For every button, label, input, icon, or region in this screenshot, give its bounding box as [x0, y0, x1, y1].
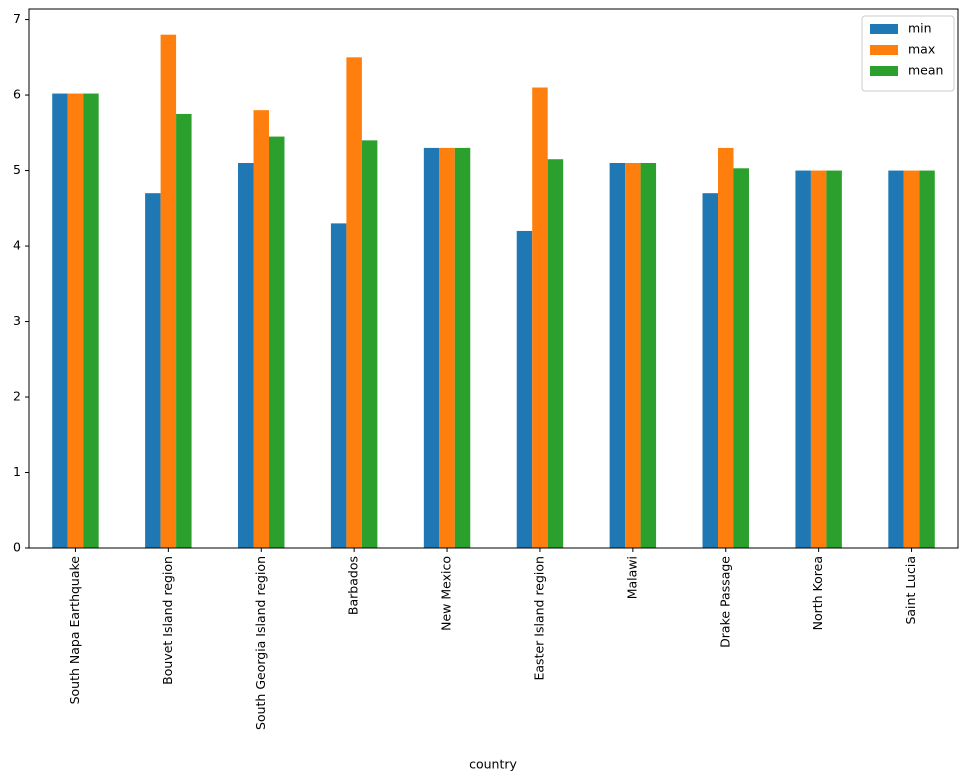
legend-swatch [870, 66, 898, 76]
x-tick-label: North Korea [810, 556, 825, 630]
legend-swatch [870, 24, 898, 34]
bar [253, 110, 269, 548]
bar [516, 230, 533, 549]
bar [733, 168, 749, 549]
bar [346, 57, 362, 549]
bar [547, 159, 564, 548]
bar [532, 87, 548, 549]
bar [826, 170, 842, 549]
bar [145, 193, 161, 548]
plot-frame [28, 8, 959, 549]
y-tick-label: 4 [13, 238, 21, 253]
y-tick-label: 3 [13, 313, 21, 328]
x-tick-label: Malawi [624, 556, 639, 599]
bar [268, 136, 285, 548]
x-tick-label: New Mexico [439, 556, 454, 631]
x-tick-label: Easter Island region [531, 556, 546, 680]
y-tick-label: 0 [13, 540, 21, 555]
x-tick-label: Drake Passage [717, 556, 732, 648]
bar [625, 163, 641, 548]
bar [718, 147, 734, 548]
legend: min max mean [861, 15, 955, 92]
y-tick-label: 2 [13, 389, 21, 404]
bar [454, 147, 471, 548]
bar [810, 170, 827, 549]
bar [640, 163, 657, 548]
bar [702, 193, 719, 548]
bar [439, 147, 455, 548]
x-tick-label: South Napa Earthquake [67, 556, 82, 705]
bar [795, 170, 811, 549]
bar [330, 223, 347, 548]
bar [903, 170, 920, 549]
bar [423, 147, 440, 548]
x-tick-label: Barbados [346, 556, 361, 615]
bar [52, 93, 68, 549]
legend-label: max [908, 42, 935, 57]
legend-label: min [908, 21, 932, 36]
bar [176, 113, 192, 549]
bar [83, 93, 99, 549]
bar [238, 163, 254, 548]
legend-swatch [870, 45, 898, 55]
bar [888, 170, 904, 549]
bar [67, 93, 84, 549]
y-tick-label: 5 [13, 162, 21, 177]
x-tick-label: Saint Lucia [903, 556, 918, 625]
bar [609, 163, 626, 548]
bar [919, 170, 935, 549]
y-tick-label: 7 [13, 11, 21, 26]
x-axis-label: country [469, 757, 517, 772]
legend-label: mean [908, 63, 943, 78]
y-tick-label: 6 [13, 87, 21, 102]
bar [361, 140, 378, 548]
x-tick-label: Bouvet Island region [160, 556, 175, 685]
y-tick-label: 1 [13, 464, 21, 479]
x-tick-label: South Georgia Island region [253, 556, 268, 730]
bar [160, 34, 177, 548]
